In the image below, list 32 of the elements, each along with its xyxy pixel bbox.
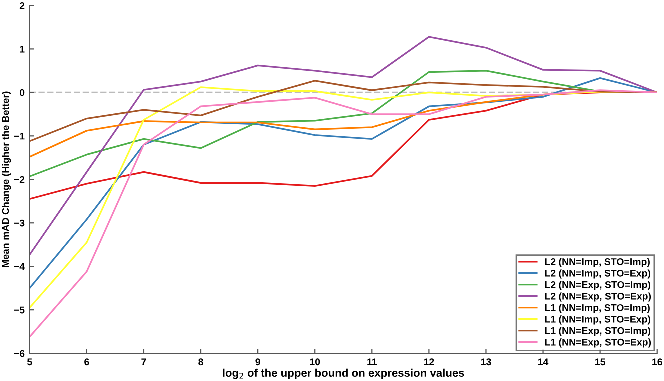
x-axis-title: log$_{2}$ of the upper bound on expression values [223, 368, 464, 380]
legend-label: L1 (NN=Exp, STO=Exp) [545, 338, 652, 348]
legend-label: L1 (NN=Imp, STO=Imp) [545, 304, 650, 314]
y-tick-label: −6 [14, 350, 25, 358]
legend-label: L1 (NN=Exp, STO=Imp) [545, 327, 650, 336]
legend-label: L2 (NN=Exp, STO=Exp) [545, 292, 652, 302]
x-tick-label: 8 [198, 358, 204, 366]
y-axis-title: Mean mAD Change (Higher the Better) [2, 92, 12, 268]
x-tick-label: 16 [652, 358, 662, 366]
y-tick-label: −2 [14, 176, 25, 184]
y-tick-label: −3 [14, 220, 25, 227]
legend-label: L2 (NN=Imp, STO=Imp) [545, 258, 650, 268]
x-tick-label: 11 [368, 358, 378, 366]
x-tick-label: 6 [84, 358, 90, 366]
y-tick-label: 0 [20, 89, 25, 96]
x-tick-label: 7 [142, 358, 146, 366]
legend-label: L2 (NN=Exp, STO=Imp) [545, 281, 650, 290]
y-tick-label: −5 [14, 306, 25, 314]
legend-label: L1 (NN=Imp, STO=Exp) [545, 316, 650, 325]
line-series [30, 36, 658, 256]
y-tick-label: −4 [14, 263, 25, 270]
y-tick-label: −1 [14, 132, 25, 140]
x-tick-label: 5 [27, 358, 32, 366]
legend-label: L2 (NN=Imp, STO=Exp) [545, 270, 650, 279]
x-tick-label: 12 [424, 358, 434, 366]
x-tick-label: 15 [596, 358, 606, 366]
x-tick-label: 14 [538, 358, 549, 366]
y-tick-label: 1 [20, 46, 25, 53]
x-tick-label: 13 [481, 358, 492, 366]
x-tick-label: 9 [256, 358, 260, 366]
y-tick-label: 2 [20, 2, 25, 10]
x-tick-label: 10 [310, 358, 320, 366]
